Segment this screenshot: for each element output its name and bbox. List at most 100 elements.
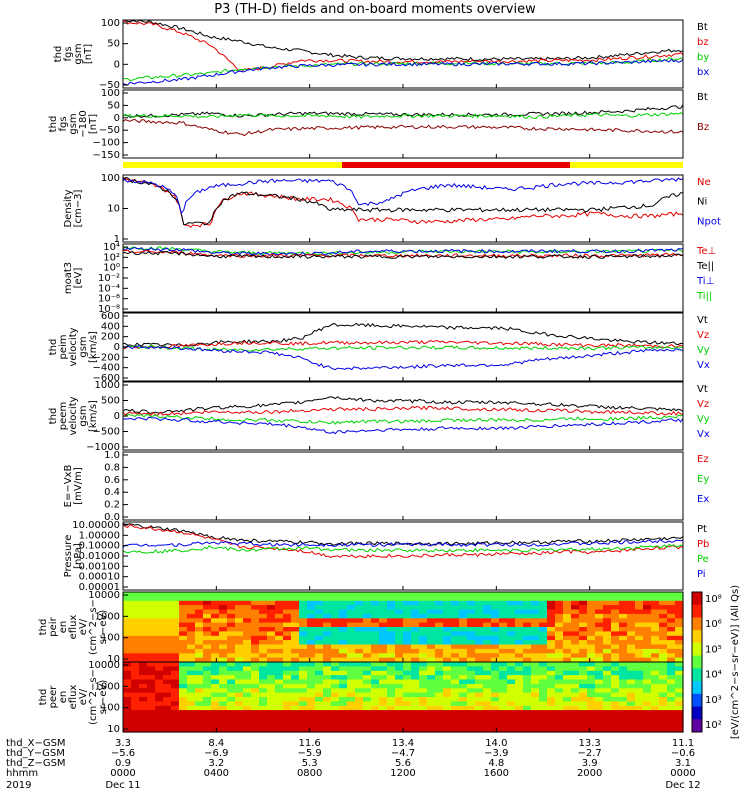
heatmap-cell bbox=[171, 648, 180, 654]
heatmap-cell bbox=[211, 622, 220, 628]
y-tick-label: −500 bbox=[93, 427, 120, 438]
heatmap-cell bbox=[467, 600, 476, 606]
heatmap-cell bbox=[291, 635, 300, 641]
heatmap-cell bbox=[219, 622, 228, 628]
heatmap-cell bbox=[467, 714, 476, 720]
heatmap-cell bbox=[163, 727, 172, 733]
y-axis-label: thd bbox=[48, 339, 59, 356]
heatmap-cell bbox=[307, 627, 316, 632]
heatmap-cell bbox=[635, 718, 644, 724]
footer-value: 11.1 bbox=[672, 738, 694, 749]
heatmap-cell bbox=[483, 718, 492, 724]
heatmap-cell bbox=[163, 635, 172, 641]
heatmap-cell bbox=[339, 670, 348, 676]
heatmap-cell bbox=[555, 697, 564, 702]
heatmap-cell bbox=[411, 670, 420, 676]
heatmap-cell bbox=[131, 723, 140, 729]
heatmap-cell bbox=[619, 648, 628, 654]
heatmap-cell bbox=[651, 622, 660, 628]
heatmap-cell bbox=[195, 718, 204, 724]
heatmap-cell bbox=[539, 705, 548, 711]
heatmap-cell bbox=[555, 723, 564, 729]
heatmap-cell bbox=[379, 710, 388, 716]
heatmap-cell bbox=[427, 683, 436, 689]
heatmap-cell bbox=[483, 679, 492, 685]
heatmap-cell bbox=[227, 714, 236, 720]
heatmap-cell bbox=[475, 675, 484, 681]
heatmap-cell bbox=[427, 627, 436, 632]
heatmap-cell bbox=[163, 600, 172, 606]
series-line-black bbox=[122, 396, 684, 414]
heatmap-cell bbox=[123, 688, 132, 694]
heatmap-cell bbox=[571, 644, 580, 650]
heatmap-cell bbox=[627, 657, 636, 663]
heatmap-cell bbox=[235, 648, 244, 654]
heatmap-cell bbox=[291, 644, 300, 650]
heatmap-cell bbox=[139, 644, 148, 650]
heatmap-cell bbox=[291, 701, 300, 707]
heatmap-cell bbox=[323, 644, 332, 650]
heatmap-cell bbox=[211, 710, 220, 716]
heatmap-cell bbox=[635, 609, 644, 615]
heatmap-cell bbox=[123, 705, 132, 711]
heatmap-cell bbox=[675, 596, 684, 602]
heatmap-cell bbox=[307, 613, 316, 619]
heatmap-cell bbox=[163, 718, 172, 724]
heatmap-cell bbox=[339, 723, 348, 729]
heatmap-cell bbox=[355, 675, 364, 681]
heatmap-cell bbox=[627, 714, 636, 720]
heatmap-cell bbox=[379, 718, 388, 724]
heatmap-cell bbox=[547, 727, 556, 733]
heatmap-cell bbox=[171, 692, 180, 698]
heatmap-cell bbox=[371, 596, 380, 602]
heatmap-cell bbox=[267, 697, 276, 702]
heatmap-cell bbox=[387, 627, 396, 632]
footer-value: 3.3 bbox=[115, 738, 131, 749]
heatmap-cell bbox=[403, 596, 412, 602]
heatmap-cell bbox=[355, 592, 364, 597]
heatmap-cell bbox=[547, 653, 556, 659]
heatmap-cell bbox=[587, 609, 596, 615]
heatmap-cell bbox=[611, 596, 620, 602]
heatmap-cell bbox=[643, 644, 652, 650]
heatmap-cell bbox=[499, 600, 508, 606]
heatmap-cell bbox=[571, 640, 580, 646]
heatmap-cell bbox=[283, 705, 292, 711]
y-tick-label: 10⁻⁸ bbox=[98, 304, 120, 315]
heatmap-cell bbox=[307, 605, 316, 611]
heatmap-cell bbox=[555, 635, 564, 641]
heatmap-cell bbox=[643, 714, 652, 720]
heatmap-cell bbox=[643, 622, 652, 628]
heatmap-cell bbox=[427, 670, 436, 676]
heatmap-cell bbox=[227, 705, 236, 711]
heatmap-cell bbox=[611, 635, 620, 641]
heatmap-cell bbox=[395, 697, 404, 702]
heatmap-cell bbox=[283, 723, 292, 729]
heatmap-cell bbox=[483, 627, 492, 632]
heatmap-cell bbox=[507, 710, 516, 716]
heatmap-cell bbox=[523, 701, 532, 707]
heatmap-cell bbox=[251, 697, 260, 702]
y-tick-label: 1000 bbox=[95, 380, 120, 391]
heatmap-cell bbox=[491, 727, 500, 733]
footer-date-start: Dec 11 bbox=[105, 780, 140, 791]
heatmap-cell bbox=[667, 727, 676, 733]
heatmap-cell bbox=[355, 688, 364, 694]
heatmap-cell bbox=[643, 613, 652, 619]
heatmap-cell bbox=[387, 683, 396, 689]
heatmap-cell bbox=[235, 618, 244, 624]
heatmap-cell bbox=[419, 618, 428, 624]
panel-frame bbox=[122, 451, 684, 521]
heatmap-cell bbox=[251, 596, 260, 602]
heatmap-cell bbox=[419, 653, 428, 659]
heatmap-cell bbox=[259, 670, 268, 676]
y-tick-label: 0.2 bbox=[104, 500, 120, 511]
heatmap-cell bbox=[579, 618, 588, 624]
heatmap-cell bbox=[267, 679, 276, 685]
heatmap-cell bbox=[635, 653, 644, 659]
heatmap-cell bbox=[331, 657, 340, 663]
heatmap-cell bbox=[163, 692, 172, 698]
heatmap-cell bbox=[539, 701, 548, 707]
heatmap-cell bbox=[331, 679, 340, 685]
heatmap-cell bbox=[123, 605, 132, 611]
